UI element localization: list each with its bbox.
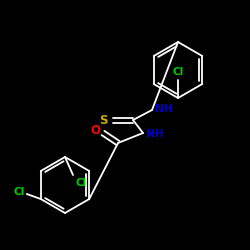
Text: Cl: Cl [172, 67, 184, 77]
Text: Cl: Cl [14, 187, 25, 197]
Text: NH: NH [155, 104, 172, 114]
Text: O: O [90, 124, 100, 138]
Text: Cl: Cl [75, 178, 86, 188]
Text: S: S [100, 114, 108, 126]
Text: NH: NH [146, 129, 164, 139]
